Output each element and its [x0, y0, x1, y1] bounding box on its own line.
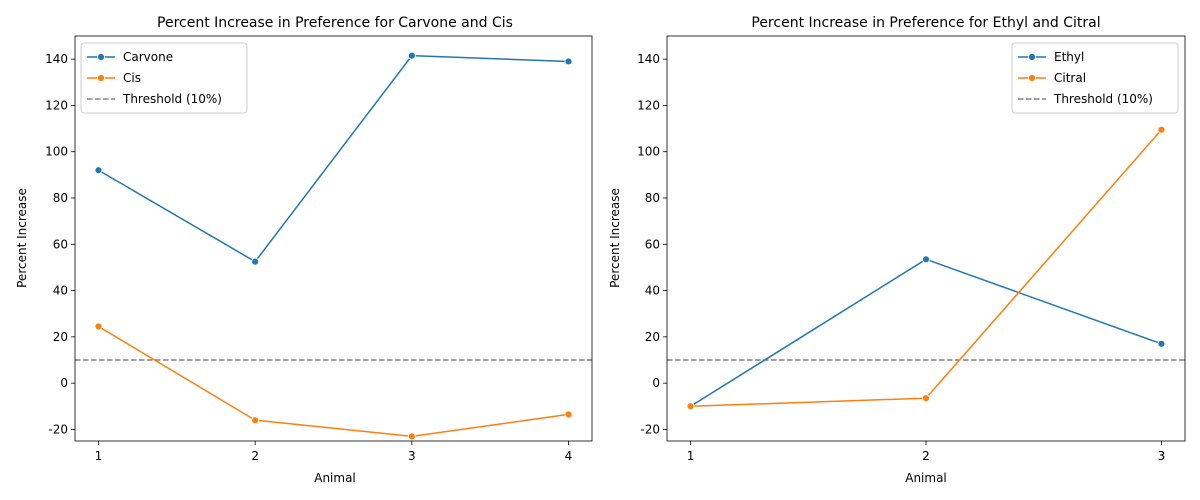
left-chart-title: Percent Increase in Preference for Carvo… — [157, 15, 513, 31]
right-y-axis-label: Percent Increase — [608, 188, 622, 288]
left-y-tick-label: 40 — [53, 284, 68, 298]
left-y-tick-label: 120 — [45, 98, 68, 112]
left-x-tick-label: 2 — [251, 449, 259, 463]
right-x-tick-label: 1 — [687, 449, 695, 463]
right-y-tick-label: 80 — [645, 191, 660, 205]
left-point-cis-1 — [94, 322, 103, 331]
left-point-cis-4 — [564, 410, 573, 419]
left-x-tick-label: 3 — [408, 449, 416, 463]
left-y-tick-label: 140 — [45, 52, 68, 66]
right-point-citral-2 — [922, 394, 930, 403]
right-y-tick-label: 40 — [645, 284, 660, 298]
right-legend-box — [1011, 42, 1179, 114]
right-legend-marker-citral — [1028, 74, 1036, 82]
left-axes-frame — [74, 35, 593, 442]
left-legend-label-carvone: Carvone — [123, 50, 173, 64]
right-x-axis-label: Animal — [905, 471, 947, 485]
right-chart-title: Percent Increase in Preference for Ethyl… — [751, 15, 1100, 31]
right-legend-marker-ethyl — [1028, 53, 1036, 61]
left-legend-marker-carvone — [97, 53, 105, 61]
left-y-tick-label: 80 — [53, 191, 68, 205]
left-point-cis-3 — [407, 432, 416, 441]
right-y-tick-label: 120 — [637, 98, 660, 112]
right-y-tick-label: 20 — [645, 330, 660, 344]
left-series-line-carvone — [98, 54, 569, 263]
left-chart-panel: Percent Increase in Preference for Carvo… — [15, 15, 593, 485]
right-point-citral-3 — [1157, 125, 1166, 134]
right-y-tick-label: 0 — [652, 376, 660, 390]
left-legend-label-cis: Cis — [123, 71, 141, 85]
left-series-line-cis — [98, 325, 569, 438]
right-legend-label-citral: Citral — [1054, 71, 1086, 85]
right-y-tick-label: 140 — [637, 52, 660, 66]
left-x-tick-label: 4 — [565, 449, 573, 463]
right-point-citral-1 — [686, 402, 695, 411]
right-point-ethyl-3 — [1157, 339, 1166, 348]
right-legend-label-ethyl: Ethyl — [1054, 50, 1084, 64]
right-legend-label-threshold-10: Threshold (10%) — [1053, 92, 1153, 106]
right-chart-panel: Percent Increase in Preference for Ethyl… — [608, 15, 1186, 485]
left-y-axis-label: Percent Increase — [15, 188, 29, 288]
left-y-tick-label: 0 — [60, 376, 68, 390]
left-point-carvone-4 — [564, 57, 573, 66]
left-point-carvone-2 — [251, 257, 260, 266]
left-x-axis-label: Animal — [314, 471, 356, 485]
right-x-tick-label: 2 — [922, 449, 930, 463]
left-y-tick-label: 60 — [53, 237, 68, 251]
left-point-cis-2 — [251, 416, 260, 425]
left-y-tick-label: 20 — [53, 330, 68, 344]
left-legend-label-threshold-10: Threshold (10%) — [122, 92, 222, 106]
left-legend-box — [80, 42, 248, 114]
left-point-carvone-1 — [94, 166, 103, 175]
right-x-tick-label: 3 — [1158, 449, 1166, 463]
left-y-tick-label: -20 — [48, 422, 68, 436]
right-y-tick-label: 100 — [637, 145, 660, 159]
right-legend: Ethyl Citral Threshold (10%) — [1011, 42, 1179, 114]
right-y-tick-label: 60 — [645, 237, 660, 251]
right-point-ethyl-2 — [922, 255, 930, 264]
left-x-tick-label: 1 — [95, 449, 103, 463]
right-y-tick-label: -20 — [640, 422, 660, 436]
left-point-carvone-3 — [407, 51, 416, 60]
left-legend: Carvone Cis Threshold (10%) — [80, 42, 248, 114]
left-y-tick-label: 100 — [45, 145, 68, 159]
left-legend-marker-cis — [97, 74, 105, 82]
